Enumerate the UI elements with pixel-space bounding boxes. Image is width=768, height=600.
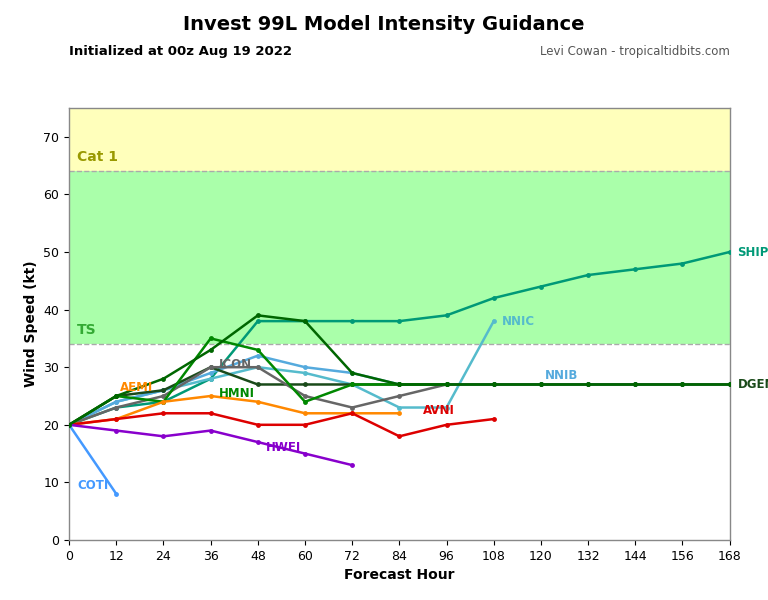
Text: NNIC: NNIC [502,314,535,328]
Text: Invest 99L Model Intensity Guidance: Invest 99L Model Intensity Guidance [184,15,584,34]
Text: Initialized at 00z Aug 19 2022: Initialized at 00z Aug 19 2022 [69,45,292,58]
Text: COTI: COTI [77,479,108,492]
Text: Levi Cowan - tropicaltidbits.com: Levi Cowan - tropicaltidbits.com [540,45,730,58]
Text: DGEM: DGEM [737,378,768,391]
Bar [69,344,730,540]
Text: HWFI: HWFI [266,442,301,454]
Text: SHIP: SHIP [737,245,768,259]
Text: Cat 1: Cat 1 [77,151,118,164]
Text: NNIB: NNIB [545,370,578,382]
Y-axis label: Wind Speed (kt): Wind Speed (kt) [24,260,38,388]
Text: HMNI: HMNI [219,386,254,400]
X-axis label: Forecast Hour: Forecast Hour [344,568,455,582]
Text: AVNI: AVNI [423,404,455,417]
Text: ICON: ICON [219,358,252,371]
Text: TS: TS [77,323,97,337]
Bar [69,172,730,344]
Text: AEMI: AEMI [121,381,154,394]
Bar [69,108,730,172]
